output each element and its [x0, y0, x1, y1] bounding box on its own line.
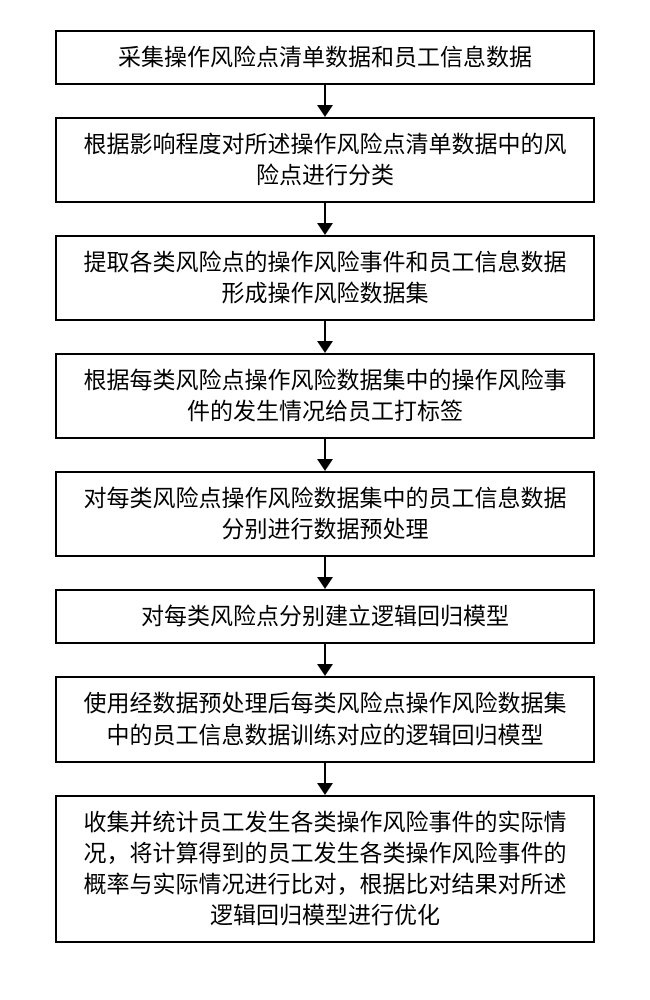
step-box-3: 提取各类风险点的操作风险事件和员工信息数据形成操作风险数据集 — [55, 235, 595, 321]
arrow-icon — [317, 644, 333, 676]
arrow-icon — [317, 85, 333, 117]
step-box-7: 使用经数据预处理后每类风险点操作风险数据集中的员工信息数据训练对应的逻辑回归模型 — [55, 676, 595, 762]
arrow-icon — [317, 321, 333, 353]
step-box-5: 对每类风险点操作风险数据集中的员工信息数据分别进行数据预处理 — [55, 471, 595, 557]
arrow-icon — [317, 439, 333, 471]
step-box-4: 根据每类风险点操作风险数据集中的操作风险事件的发生情况给员工打标签 — [55, 353, 595, 439]
arrow-icon — [317, 557, 333, 589]
arrow-icon — [317, 203, 333, 235]
flowchart-container: 采集操作风险点清单数据和员工信息数据 根据影响程度对所述操作风险点清单数据中的风… — [0, 30, 650, 943]
step-box-2: 根据影响程度对所述操作风险点清单数据中的风险点进行分类 — [55, 117, 595, 203]
step-box-8: 收集并统计员工发生各类操作风险事件的实际情况，将计算得到的员工发生各类操作风险事… — [55, 795, 595, 943]
step-box-6: 对每类风险点分别建立逻辑回归模型 — [55, 589, 595, 644]
step-box-1: 采集操作风险点清单数据和员工信息数据 — [55, 30, 595, 85]
arrow-icon — [317, 763, 333, 795]
